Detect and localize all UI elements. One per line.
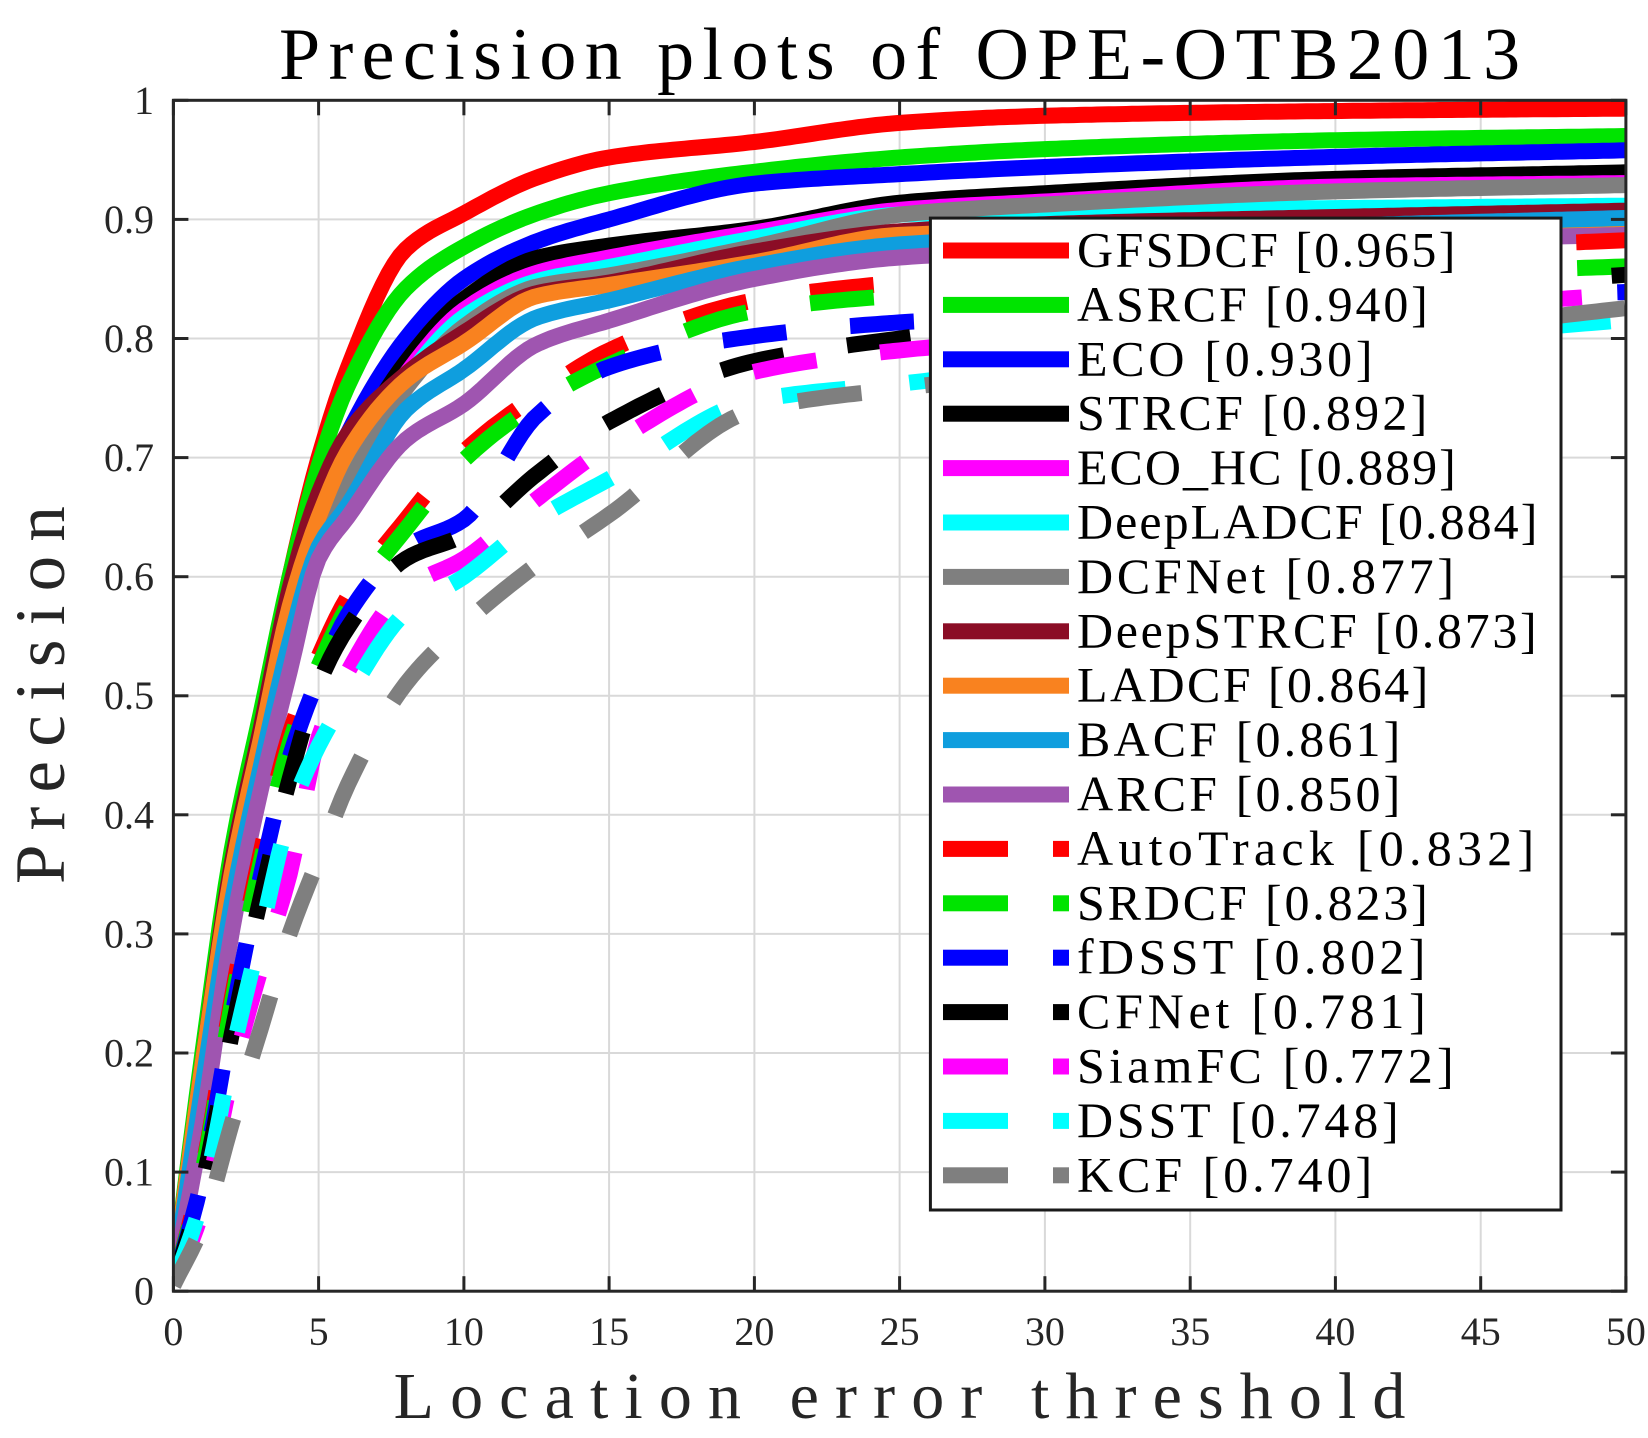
svg-text:0.1: 0.1 [104, 1150, 154, 1195]
svg-text:0: 0 [134, 1269, 154, 1314]
svg-text:0.7: 0.7 [104, 435, 154, 480]
svg-text:0.9: 0.9 [104, 197, 154, 242]
svg-text:50: 50 [1606, 1309, 1646, 1354]
svg-text:30: 30 [1025, 1309, 1065, 1354]
svg-text:0.2: 0.2 [104, 1031, 154, 1076]
svg-text:5: 5 [309, 1309, 329, 1354]
svg-text:1: 1 [134, 78, 154, 123]
svg-text:ARCF [0.850]: ARCF [0.850] [1077, 766, 1403, 822]
svg-text:CFNet [0.781]: CFNet [0.781] [1077, 983, 1431, 1039]
svg-text:20: 20 [734, 1309, 774, 1354]
svg-text:AutoTrack [0.832]: AutoTrack [0.832] [1077, 820, 1539, 876]
svg-text:GFSDCF [0.965]: GFSDCF [0.965] [1077, 222, 1458, 278]
svg-text:10: 10 [444, 1309, 484, 1354]
svg-text:DeepSTRCF [0.873]: DeepSTRCF [0.873] [1077, 602, 1539, 658]
svg-text:Precision: Precision [2, 492, 80, 884]
svg-text:0.4: 0.4 [104, 792, 154, 837]
svg-text:0.3: 0.3 [104, 911, 154, 956]
svg-text:ASRCF [0.940]: ASRCF [0.940] [1077, 276, 1431, 332]
svg-text:ECO_HC [0.889]: ECO_HC [0.889] [1077, 439, 1458, 495]
svg-text:45: 45 [1461, 1309, 1501, 1354]
svg-text:STRCF [0.892]: STRCF [0.892] [1077, 385, 1431, 441]
svg-text:0.6: 0.6 [104, 554, 154, 599]
svg-text:0.8: 0.8 [104, 316, 154, 361]
svg-text:LADCF [0.864]: LADCF [0.864] [1077, 657, 1431, 713]
svg-text:15: 15 [589, 1309, 629, 1354]
svg-text:SRDCF [0.823]: SRDCF [0.823] [1077, 874, 1431, 930]
svg-text:DSST [0.748]: DSST [0.748] [1077, 1092, 1403, 1148]
svg-text:SiamFC [0.772]: SiamFC [0.772] [1077, 1038, 1458, 1094]
svg-text:KCF [0.740]: KCF [0.740] [1077, 1146, 1376, 1202]
svg-text:DeepLADCF [0.884]: DeepLADCF [0.884] [1077, 494, 1539, 550]
svg-text:Precision plots of OPE-OTB2013: Precision plots of OPE-OTB2013 [279, 14, 1529, 96]
svg-text:fDSST [0.802]: fDSST [0.802] [1077, 929, 1430, 985]
svg-text:0.5: 0.5 [104, 673, 154, 718]
svg-text:0: 0 [163, 1309, 183, 1354]
svg-text:35: 35 [1170, 1309, 1210, 1354]
svg-text:DCFNet [0.877]: DCFNet [0.877] [1077, 548, 1458, 604]
svg-text:40: 40 [1315, 1309, 1355, 1354]
svg-text:Location error threshold: Location error threshold [394, 1360, 1422, 1433]
svg-text:BACF [0.861]: BACF [0.861] [1077, 711, 1403, 767]
svg-text:ECO [0.930]: ECO [0.930] [1077, 330, 1376, 386]
svg-text:25: 25 [880, 1309, 920, 1354]
